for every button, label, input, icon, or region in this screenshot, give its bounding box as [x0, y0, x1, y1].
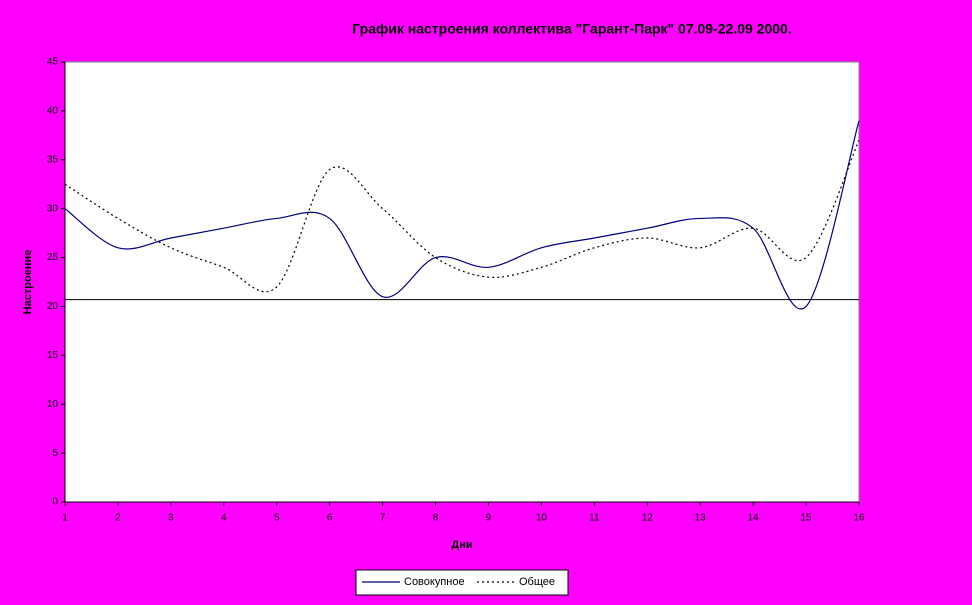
x-tick-label: 7 — [380, 513, 386, 524]
series-line — [64, 120, 860, 310]
y-axis-title: Настроение — [22, 250, 34, 315]
x-tick-label: 5 — [274, 513, 280, 524]
x-tick-label: 14 — [748, 513, 760, 524]
x-tick-label: 4 — [221, 513, 227, 524]
x-tick-label: 9 — [486, 513, 492, 524]
x-tick-label: 6 — [327, 513, 333, 524]
x-tick-label: 3 — [168, 513, 174, 524]
y-tick-label: 5 — [52, 448, 58, 459]
plot-area — [64, 61, 860, 503]
x-axis-title: Дни — [451, 539, 472, 551]
x-tick-label: 10 — [536, 513, 548, 524]
y-tick-label: 0 — [52, 497, 58, 508]
legend-label: Общее — [519, 576, 555, 588]
x-tick-label: 2 — [115, 513, 121, 524]
y-tick-label: 15 — [47, 350, 59, 361]
x-tick-label: 16 — [853, 513, 865, 524]
x-tick-label: 15 — [801, 513, 813, 524]
y-tick-label: 40 — [47, 106, 59, 117]
y-tick-label: 20 — [47, 301, 59, 312]
x-tick-label: 12 — [642, 513, 654, 524]
series-line — [64, 139, 860, 293]
chart-title: График настроения коллектива "Гарант-Пар… — [352, 21, 791, 37]
x-tick-label: 8 — [433, 513, 439, 524]
y-tick-label: 30 — [47, 203, 59, 214]
x-tick-label: 1 — [62, 513, 68, 524]
y-tick-label: 25 — [47, 252, 59, 263]
y-tick-label: 45 — [47, 57, 59, 68]
x-tick-label: 11 — [589, 513, 600, 524]
y-tick-label: 10 — [47, 399, 59, 410]
y-tick-label: 35 — [47, 154, 59, 165]
x-tick-label: 13 — [695, 513, 707, 524]
legend-label: Совокупное — [404, 576, 465, 588]
